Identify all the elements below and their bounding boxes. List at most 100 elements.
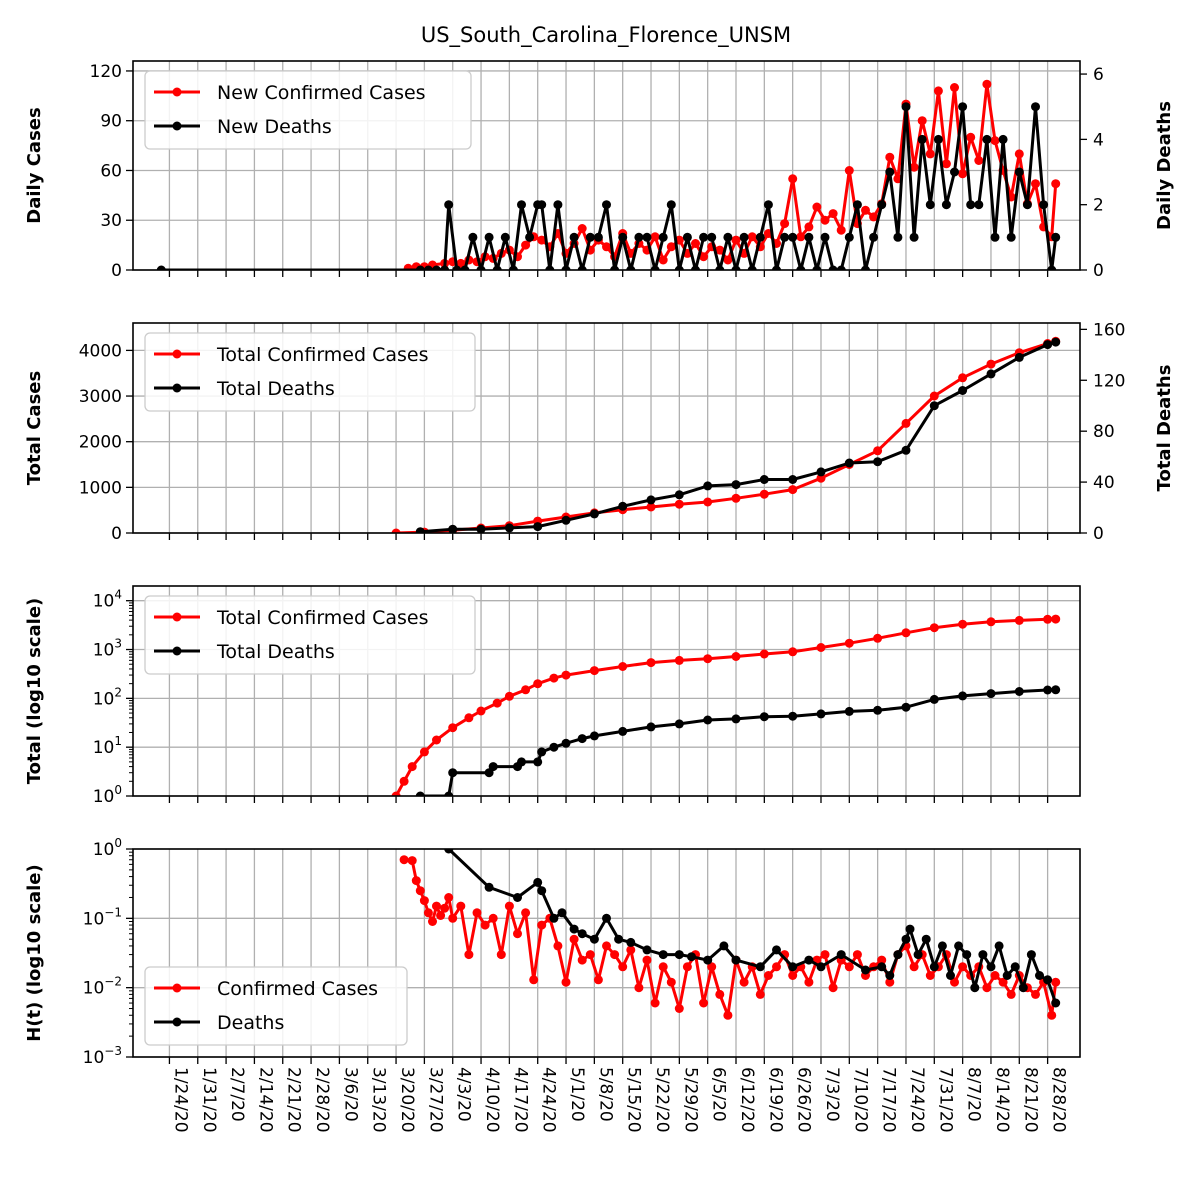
data-point	[994, 941, 1004, 951]
data-point	[966, 200, 976, 210]
data-point	[533, 757, 543, 767]
x-tick-label: 7/17/20	[879, 1067, 899, 1133]
data-point	[788, 174, 798, 184]
data-point	[589, 509, 599, 519]
data-point	[780, 232, 790, 242]
data-point	[703, 715, 713, 725]
data-point	[820, 232, 830, 242]
series-line	[420, 340, 1057, 533]
x-tick-label: 1/31/20	[199, 1067, 219, 1133]
legend-label: Total Confirmed Cases	[216, 344, 429, 366]
data-point	[403, 263, 413, 270]
legend-label: New Confirmed Cases	[217, 82, 426, 104]
data-point	[646, 502, 656, 512]
data-point	[448, 768, 458, 778]
x-tick-label: 6/5/20	[709, 1067, 729, 1122]
data-point	[933, 134, 943, 144]
data-point	[488, 762, 498, 772]
data-point	[780, 219, 790, 229]
data-point	[618, 726, 628, 736]
data-point	[610, 265, 620, 270]
data-point	[929, 391, 939, 401]
data-point	[966, 132, 976, 142]
data-point	[707, 232, 717, 242]
y-tick-label: 1000	[79, 478, 122, 498]
data-point	[816, 962, 826, 972]
x-tick-label: 3/20/20	[397, 1067, 417, 1133]
series-line	[396, 339, 1057, 533]
data-point	[646, 722, 656, 732]
data-point	[788, 711, 798, 721]
data-point	[755, 989, 765, 999]
data-point	[828, 265, 838, 270]
data-point	[674, 655, 684, 665]
data-point	[925, 149, 935, 159]
data-point	[925, 200, 935, 210]
data-point	[990, 232, 1000, 242]
data-point	[472, 908, 482, 918]
y-tick-label: 60	[100, 161, 122, 181]
data-point	[877, 955, 887, 965]
data-point	[618, 232, 628, 242]
legend-label: Total Deaths	[216, 641, 335, 663]
data-point	[1031, 179, 1040, 189]
data-point	[901, 628, 911, 638]
data-point	[682, 232, 692, 242]
data-point	[634, 983, 644, 993]
data-point	[990, 136, 1000, 146]
data-point	[788, 485, 798, 495]
data-point	[836, 265, 846, 270]
data-point	[796, 232, 806, 242]
data-point	[504, 901, 514, 911]
x-tick-label: 2/14/20	[255, 1067, 275, 1133]
data-point	[407, 856, 417, 866]
y-axis-right-label: Total Deaths	[1154, 365, 1175, 492]
data-point	[873, 633, 883, 643]
x-tick-label: 4/17/20	[510, 1067, 530, 1133]
data-point	[820, 950, 830, 960]
data-point	[553, 941, 563, 951]
data-point	[432, 735, 441, 745]
y-tick-label: 3000	[79, 387, 122, 407]
data-point	[500, 232, 510, 242]
data-point	[828, 983, 838, 993]
data-point	[731, 480, 741, 490]
data-point	[759, 489, 769, 499]
data-point	[1043, 340, 1053, 350]
data-point	[691, 239, 700, 248]
data-point	[921, 934, 931, 944]
data-point	[561, 515, 571, 525]
data-point	[691, 265, 700, 270]
data-point	[496, 950, 506, 960]
y-axis-left-ticks: 100 101 102 103 104	[93, 588, 133, 807]
y-tick-label: 2000	[79, 433, 122, 453]
data-point	[537, 747, 547, 757]
data-point	[642, 945, 652, 955]
data-point	[755, 962, 765, 972]
data-point	[545, 265, 555, 270]
data-point	[723, 255, 733, 265]
data-point	[626, 937, 636, 947]
data-point	[958, 962, 968, 972]
data-point	[399, 776, 409, 786]
data-point	[589, 666, 599, 676]
x-tick-label: 8/28/20	[1049, 1067, 1069, 1133]
data-point	[982, 134, 992, 144]
data-point	[432, 901, 441, 911]
data-point	[674, 1004, 684, 1013]
data-point	[804, 222, 814, 232]
data-point	[877, 962, 887, 972]
data-point	[986, 962, 996, 972]
y-right-tick-label: 0	[1093, 524, 1104, 544]
data-point	[946, 971, 955, 980]
data-point	[852, 950, 862, 960]
data-point	[517, 200, 526, 210]
data-point	[982, 983, 992, 993]
data-point	[739, 977, 749, 987]
data-point	[731, 955, 741, 965]
data-point	[432, 265, 441, 270]
data-point	[937, 941, 947, 951]
data-point	[913, 950, 923, 960]
data-point	[986, 689, 996, 699]
data-point	[804, 977, 814, 987]
